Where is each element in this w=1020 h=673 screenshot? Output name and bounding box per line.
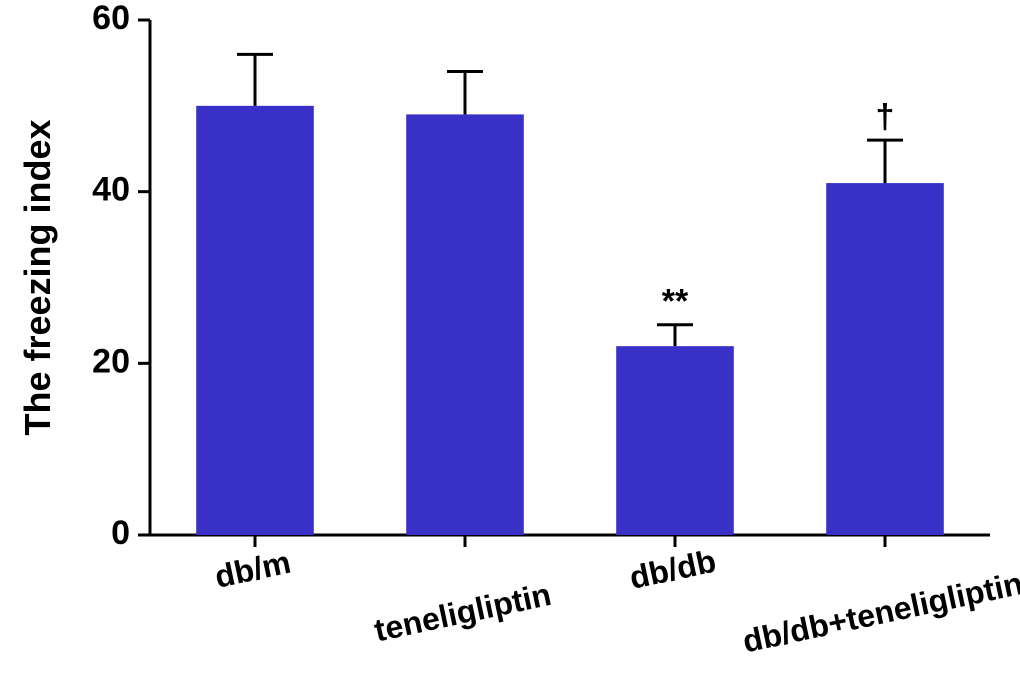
y-tick-label: 20 xyxy=(92,342,130,380)
x-category-label: teneligliptin xyxy=(371,576,554,649)
bar xyxy=(616,346,734,535)
bar-chart: 0 20 40 60 The freezing index ** † db/m teneligl… xyxy=(0,0,1020,673)
significance-annotation: † xyxy=(876,98,895,136)
chart-container: 0 20 40 60 The freezing index ** † db/m teneligl… xyxy=(0,0,1020,673)
bar xyxy=(406,114,524,535)
bar xyxy=(826,183,944,535)
significance-annotation: ** xyxy=(662,283,689,321)
x-category-label: db/db xyxy=(626,543,719,596)
x-category-label: db/db+teneligliptin xyxy=(739,565,1020,660)
bar xyxy=(196,106,314,535)
x-category-label: db/m xyxy=(212,544,294,595)
y-axis-label: The freezing index xyxy=(17,119,58,435)
y-tick-label: 0 xyxy=(111,514,130,552)
y-tick-label: 60 xyxy=(92,0,130,37)
y-tick-label: 40 xyxy=(92,171,130,209)
